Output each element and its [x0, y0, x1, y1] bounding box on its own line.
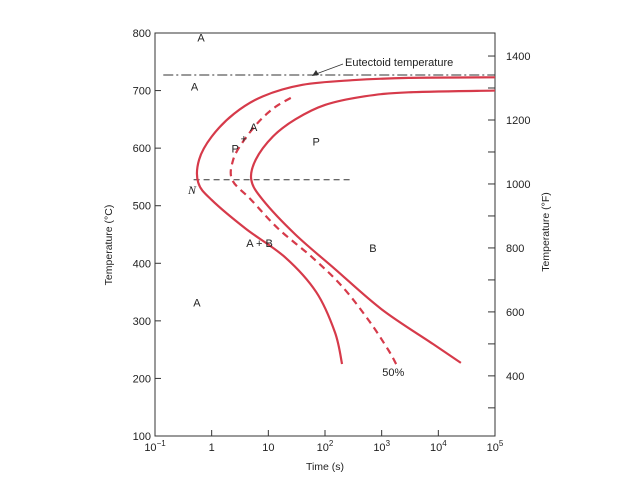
x-tick-label: 102	[317, 439, 334, 454]
y2-tick-label: 400	[506, 371, 524, 383]
eutectoid-arrow	[315, 63, 344, 75]
y2-tick-label: 600	[506, 307, 524, 319]
y-tick-label: 200	[133, 373, 151, 385]
x-tick-label: 103	[373, 439, 390, 454]
ticks: 100 200 300 400 500 600 700 800 400 600 800 1000 120…	[133, 28, 531, 454]
x-tick-label: 104	[430, 439, 447, 454]
y2-tick-label: 1200	[506, 115, 530, 127]
x-tick-label: 10	[262, 442, 274, 454]
curve-50-percent	[229, 95, 398, 365]
region-label: P	[313, 136, 320, 148]
y-tick-label: 800	[133, 28, 151, 40]
region-label: 50%	[382, 367, 404, 379]
y-tick-label: 300	[133, 316, 151, 328]
reference-lines: Eutectoid temperature	[163, 57, 495, 181]
region-label: A	[191, 82, 199, 94]
region-label: P	[232, 144, 239, 156]
region-label: +	[241, 133, 247, 145]
plot-frame	[154, 32, 496, 437]
curve-finish	[249, 89, 496, 364]
region-label: A	[250, 122, 258, 134]
region-label: N	[187, 183, 197, 197]
y-tick-label: 400	[133, 258, 151, 270]
x-tick-label: 10−1	[144, 439, 166, 454]
x-tick-label: 105	[487, 439, 504, 454]
region-label: A	[197, 33, 205, 45]
y-axis-title: Temperature (°C)	[103, 205, 115, 286]
curve-start	[195, 76, 496, 365]
y-tick-label: 700	[133, 86, 151, 98]
eutectoid-label: Eutectoid temperature	[345, 57, 453, 69]
x-axis-title: Time (s)	[306, 461, 344, 473]
axes	[154, 32, 496, 437]
eutectoid-arrow-head	[312, 70, 319, 77]
curves	[195, 76, 496, 365]
y-tick-label: 600	[133, 143, 151, 155]
x-tick-label: 1	[209, 442, 215, 454]
y2-axis-title: Temperature (°F)	[540, 192, 552, 271]
y-tick-label: 100	[133, 431, 151, 443]
y-tick-label: 500	[133, 201, 151, 213]
region-label: A + B	[246, 238, 273, 250]
y2-tick-label: 1000	[506, 179, 530, 191]
region-label: B	[369, 243, 376, 255]
region-label: A	[193, 297, 201, 309]
y2-tick-label: 1400	[506, 51, 530, 63]
y2-tick-label: 800	[506, 243, 524, 255]
